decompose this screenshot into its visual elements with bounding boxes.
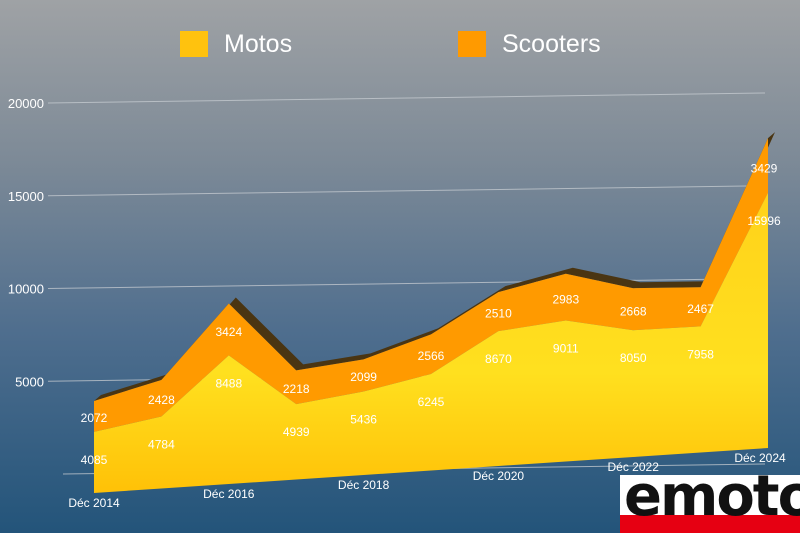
y-tick-label: 15000	[8, 189, 44, 204]
data-label-motos: 4784	[148, 438, 175, 452]
x-tick-label: Déc 2018	[338, 478, 390, 492]
data-label-motos: 8050	[620, 351, 647, 365]
data-label-motos: 5436	[350, 413, 377, 427]
data-label-scooters: 2668	[620, 304, 647, 318]
data-label-scooters: 3424	[215, 325, 242, 339]
legend-item-motos: Motos	[180, 28, 292, 60]
legend-swatch-motos	[180, 31, 208, 57]
data-label-motos: 4085	[81, 453, 108, 467]
scooters-area-top-depth	[94, 132, 775, 401]
legend-label-scooters: Scooters	[502, 29, 601, 58]
gridline	[47, 278, 766, 289]
data-label-scooters: 2467	[687, 302, 714, 316]
data-label-motos: 8670	[485, 352, 512, 366]
data-label-scooters: 2218	[283, 382, 310, 396]
motos-area	[94, 192, 768, 493]
x-tick-label: Déc 2020	[473, 469, 525, 483]
y-tick-label: 10000	[8, 282, 44, 297]
data-label-scooters: 2099	[350, 370, 377, 384]
data-label-motos: 7958	[687, 347, 714, 361]
plot-area	[94, 132, 775, 493]
data-label-scooters: 3429	[751, 161, 778, 175]
x-tick-label: Déc 2016	[203, 487, 255, 501]
data-label-motos: 9011	[553, 341, 579, 355]
data-label-motos: 6245	[418, 395, 445, 409]
data-label-motos: 8488	[215, 376, 242, 390]
data-label-motos: 4939	[283, 425, 310, 439]
legend-swatch-scooters	[458, 31, 486, 57]
data-label-scooters: 2510	[485, 307, 512, 321]
data-label-scooters: 2566	[418, 349, 445, 363]
data-label-scooters: 2428	[148, 393, 175, 407]
scooters-area	[94, 138, 768, 432]
data-labels: 4085 2072 4784 2428 8488 3424 4939 2218 5436 2099…	[81, 161, 781, 467]
emoto-logo: emoto	[620, 475, 800, 533]
y-axis-ticks: 5000 10000 15000 20000	[8, 96, 44, 389]
logo-red-band	[620, 515, 800, 533]
data-label-scooters: 2983	[552, 292, 579, 306]
gridline	[47, 92, 766, 104]
data-label-scooters: 2072	[81, 411, 108, 425]
gridline	[47, 185, 766, 197]
x-tick-label: Déc 2024	[734, 451, 786, 465]
legend-item-scooters: Scooters	[458, 28, 601, 60]
x-tick-label: Déc 2022	[608, 460, 660, 474]
logo-text: emoto	[624, 475, 800, 529]
y-tick-label: 20000	[8, 96, 44, 111]
y-tick-label: 5000	[15, 374, 44, 389]
x-tick-label: Déc 2014	[68, 496, 120, 510]
data-label-motos: 15996	[747, 214, 781, 228]
legend-label-motos: Motos	[224, 29, 293, 58]
x-axis-ticks: Déc 2014 Déc 2016 Déc 2018 Déc 2020 Déc 2022…	[68, 451, 786, 510]
